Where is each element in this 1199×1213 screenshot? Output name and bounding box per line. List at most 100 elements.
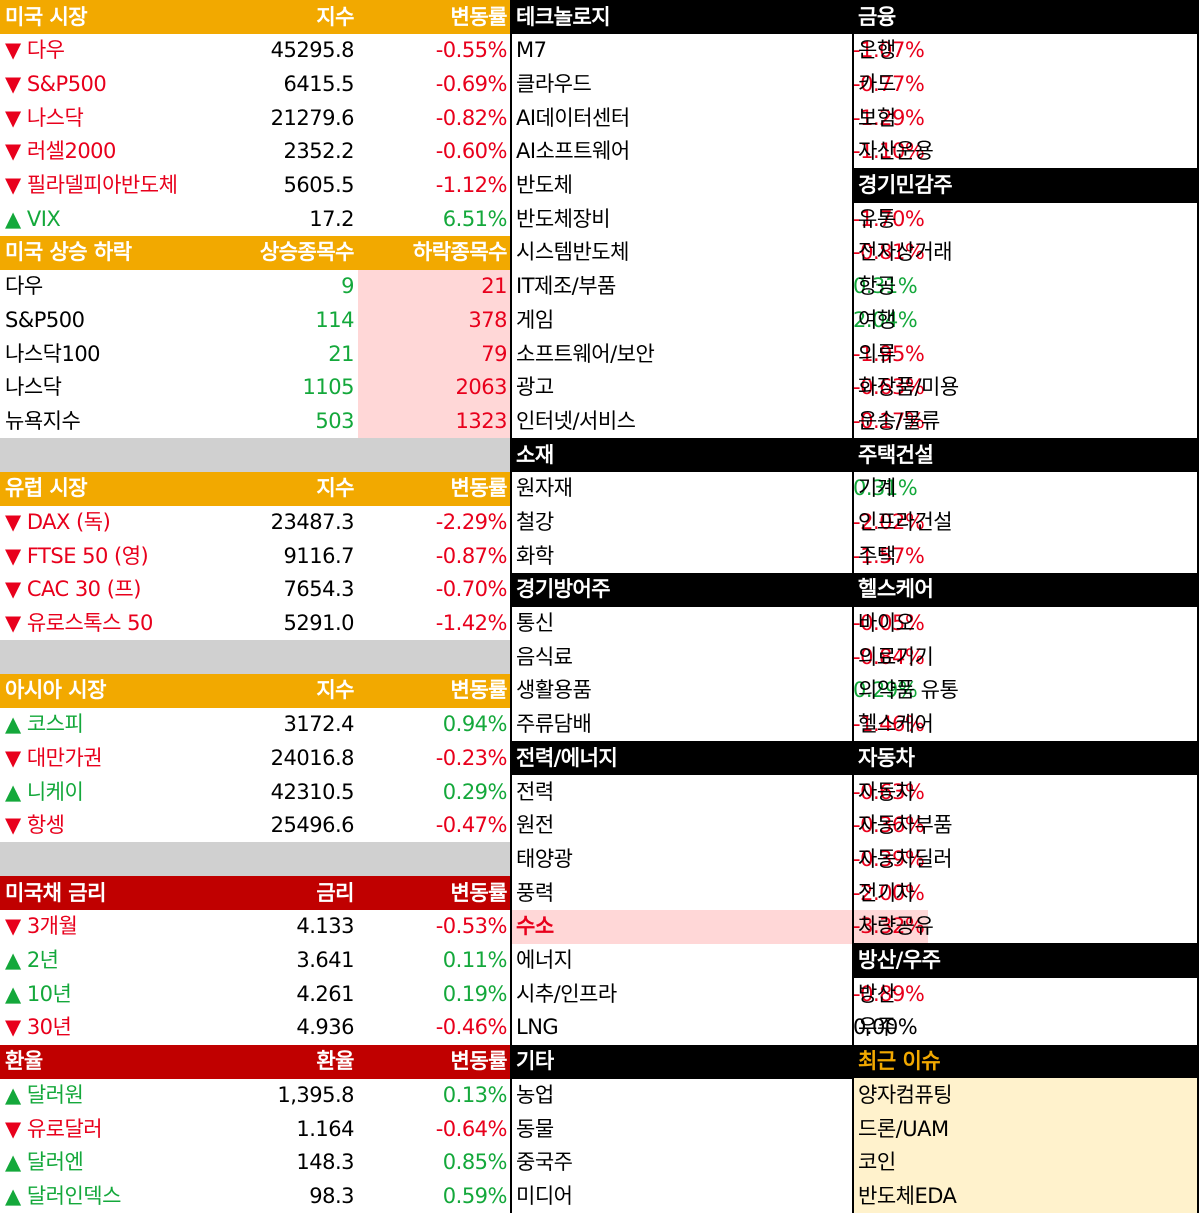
- change-value: 0.19%: [442, 981, 508, 1006]
- index-value: 17.2: [309, 206, 354, 231]
- section-title: 최근 이슈: [853, 1044, 1199, 1079]
- change-value: -0.46%: [435, 1015, 508, 1040]
- row-name: 중국주: [516, 1150, 573, 1175]
- change-value: -0.39%: [853, 846, 925, 871]
- column-divider: [852, 0, 854, 1213]
- row-name: ▲ 10년: [5, 981, 72, 1006]
- change-value: 0.59%: [442, 1183, 508, 1208]
- section-title: 경기민감주: [853, 168, 1199, 203]
- index-value: 98.3: [309, 1183, 354, 1208]
- section-title: 방산/우주: [853, 943, 1199, 978]
- row-name: 광고: [516, 375, 554, 400]
- row-name: 여행: [858, 307, 896, 332]
- index-value: 114: [315, 307, 354, 332]
- change-value: -1.95%: [853, 341, 925, 366]
- index-value: 21: [328, 341, 354, 366]
- change-value: -0.55%: [435, 38, 508, 63]
- row-name: ▼ 나스닥: [5, 105, 84, 130]
- section-title: 기타: [511, 1044, 853, 1079]
- index-value: 4.261: [296, 981, 354, 1006]
- row-name: 동물: [516, 1116, 554, 1141]
- column-header: 지수: [243, 673, 358, 709]
- change-value: 21: [358, 269, 511, 304]
- row-name: 시추/인프라: [516, 981, 617, 1006]
- row-name: 기계: [858, 476, 896, 501]
- change-value: -0.63%: [853, 375, 925, 400]
- change-value: -0.36%: [853, 813, 925, 838]
- index-value: 503: [315, 408, 354, 433]
- row-name: 시스템반도체: [516, 240, 629, 265]
- section-title: 테크놀로지: [511, 0, 853, 35]
- row-name: 클라우드: [516, 71, 592, 96]
- row-name: ▲ 달러인덱스: [5, 1183, 121, 1208]
- row-name: 전자상거래: [858, 240, 953, 265]
- row-name: 인프라건설: [858, 510, 953, 534]
- row-name: 양자컴퓨팅: [853, 1078, 1199, 1113]
- row-name: ▼ 유로달러: [5, 1116, 103, 1141]
- row-name: 자산운용: [858, 139, 934, 164]
- index-value: 45295.8: [270, 38, 355, 63]
- row-name: 자동차: [858, 779, 915, 804]
- row-name: 원전: [516, 813, 554, 838]
- row-name: ▲ 달러원: [5, 1082, 84, 1107]
- change-value: -2.00%: [853, 880, 925, 905]
- change-value: -0.77%: [853, 71, 925, 96]
- row-name: 에너지: [516, 948, 573, 973]
- row-name: 차량공유: [858, 914, 934, 939]
- row-name: 생활용품: [516, 678, 592, 703]
- spacer-row: [0, 640, 511, 675]
- row-name: 방산: [858, 981, 896, 1006]
- change-value: -0.87%: [435, 543, 508, 568]
- row-name: M7: [516, 38, 547, 63]
- index-value: 5605.5: [283, 173, 355, 198]
- index-value: 25496.6: [270, 813, 355, 838]
- spacer-row: [0, 438, 511, 473]
- change-value: -1.12%: [435, 173, 508, 198]
- index-value: 1105: [302, 375, 355, 400]
- row-name: ▼ 필라델피아반도체: [5, 173, 178, 198]
- index-value: 21279.6: [270, 105, 355, 130]
- row-name: ▲ 코스피: [5, 712, 84, 737]
- change-value: -0.60%: [435, 139, 508, 164]
- row-name: ▼ 30년: [5, 1015, 72, 1040]
- index-value: 7654.3: [283, 577, 355, 602]
- change-value: -1.57%: [853, 543, 925, 568]
- change-value: 0.00%: [853, 1015, 918, 1040]
- index-value: 4.133: [296, 914, 354, 939]
- row-name: 은행: [858, 38, 896, 63]
- index-value: 42310.5: [270, 779, 355, 804]
- row-name: AI데이터센터: [516, 105, 630, 130]
- row-name: ▼ FTSE 50 (영): [5, 543, 149, 568]
- row-name: 보험: [858, 105, 896, 130]
- row-name: AI소프트웨어: [516, 139, 630, 164]
- change-value: -0.23%: [435, 745, 508, 770]
- row-name: 통신: [516, 611, 554, 636]
- column-divider: [1197, 0, 1199, 1213]
- row-name: 유통: [858, 206, 896, 231]
- change-value: -0.69%: [435, 71, 508, 96]
- column-header: 변동률: [358, 1044, 511, 1079]
- change-value: -0.81%: [853, 240, 925, 265]
- column-header: 상승종목수: [243, 235, 358, 271]
- section-title: 헬스케어: [853, 572, 1199, 607]
- section-title: 환율: [0, 1044, 243, 1079]
- section-title: 소재: [511, 438, 853, 473]
- row-name: 자동차딜러: [858, 846, 953, 871]
- change-value: 0.94%: [442, 712, 508, 737]
- row-name: 의류: [858, 341, 896, 366]
- change-value: 6.51%: [442, 206, 508, 231]
- index-value: 4.936: [296, 1015, 354, 1040]
- row-name: 철강: [516, 510, 554, 534]
- index-value: 3.641: [296, 948, 354, 973]
- section-title: 유럽 시장: [0, 471, 243, 506]
- change-value: -1.07%: [853, 38, 925, 63]
- change-value: -2.29%: [435, 510, 508, 534]
- row-name: 자동차부품: [858, 813, 953, 838]
- row-name: 의약품 유통: [858, 678, 959, 703]
- row-name: 풍력: [516, 880, 554, 905]
- change-value: 79: [358, 336, 511, 372]
- change-value: 0.29%: [853, 678, 918, 703]
- change-value: 2.04%: [853, 307, 918, 332]
- row-name: 운송/물류: [858, 408, 940, 433]
- index-value: 148.3: [296, 1150, 354, 1175]
